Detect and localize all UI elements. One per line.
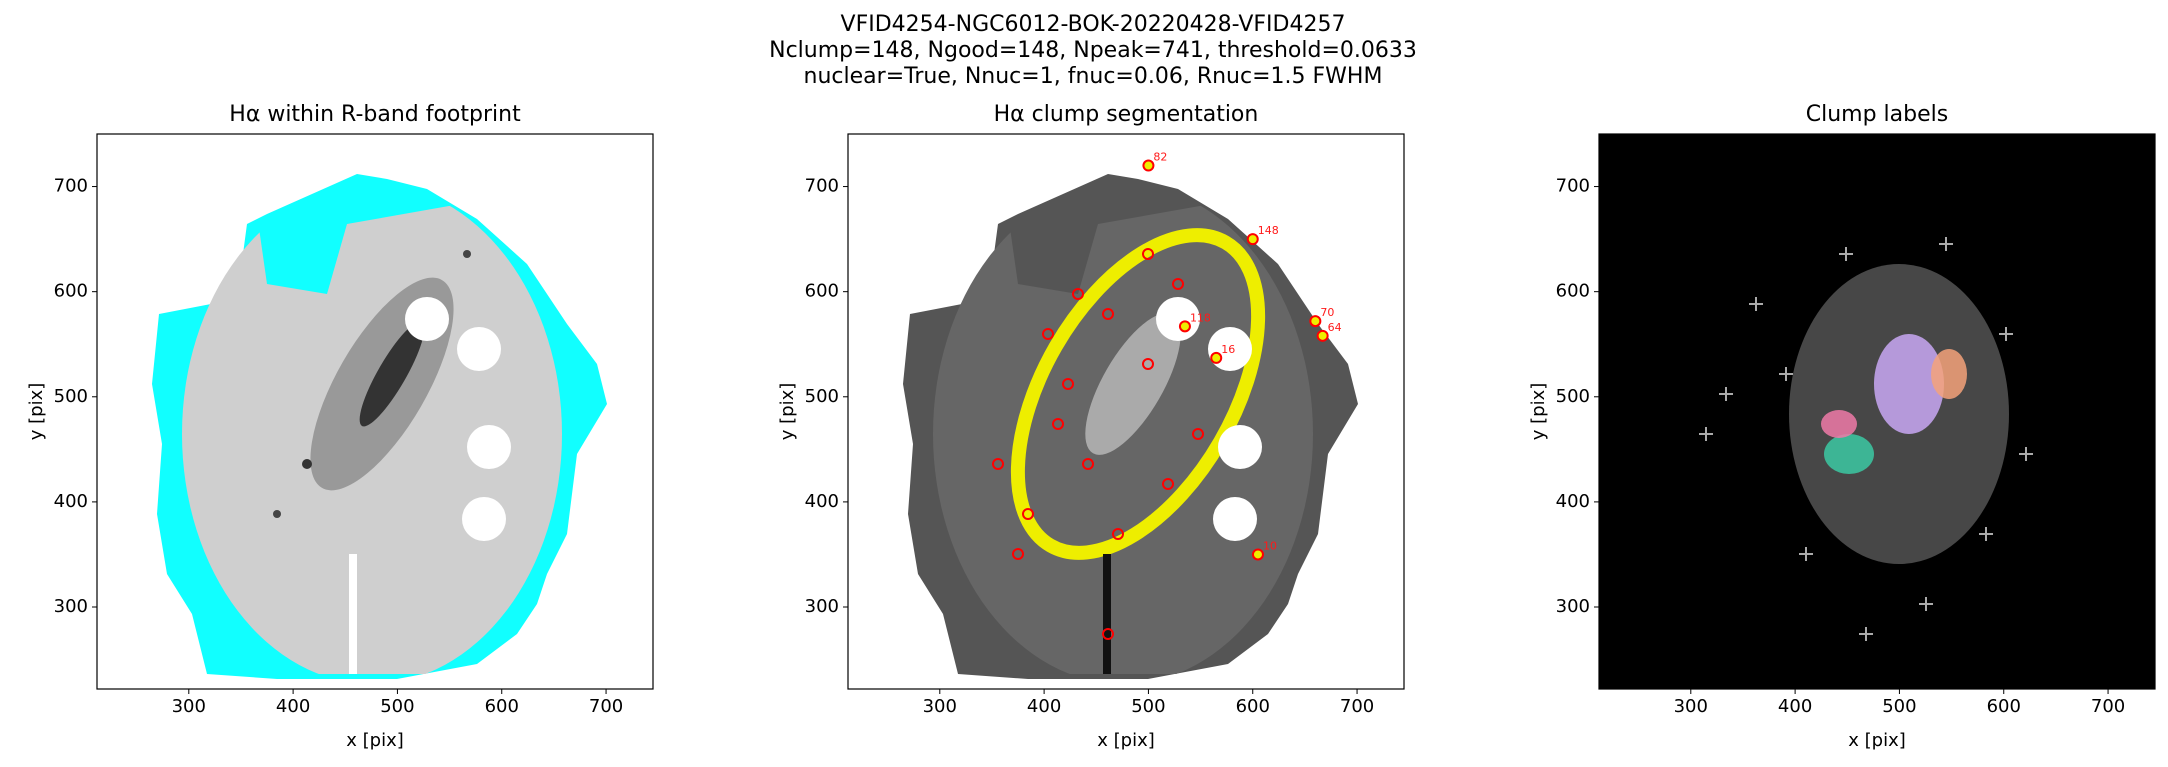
clump-marker <box>1246 233 1259 246</box>
axes-frame <box>96 133 654 690</box>
clump-marker <box>1142 159 1155 172</box>
clump-label: 70 <box>1320 306 1334 319</box>
clump-label: 64 <box>1328 321 1342 334</box>
x-tick-label: 700 <box>1340 696 1374 717</box>
axes-title: Hα clump segmentation <box>994 102 1259 127</box>
clump-marker <box>1178 320 1191 333</box>
x-axis-label: x [pix] <box>346 730 404 751</box>
axes-title: Clump labels <box>1806 102 1948 127</box>
x-tick-label: 600 <box>1236 696 1270 717</box>
y-tick-label: 400 <box>54 491 88 512</box>
y-tick-label: 600 <box>54 281 88 302</box>
x-tick-label: 500 <box>1882 696 1916 717</box>
x-tick-label: 400 <box>1027 696 1061 717</box>
image-panel <box>152 174 607 679</box>
figure-title: Nclump=148, Ngood=148, Npeak=741, thresh… <box>769 38 1417 63</box>
x-tick-label: 600 <box>1987 696 2021 717</box>
axes-title: Hα within R-band footprint <box>229 102 521 127</box>
x-tick-label: 600 <box>485 696 519 717</box>
x-tick-label: 700 <box>589 696 623 717</box>
y-tick-label: 300 <box>1556 596 1590 617</box>
clump-label: 118 <box>1190 311 1211 324</box>
y-axis-label: y [pix] <box>777 383 798 441</box>
y-tick-label: 500 <box>54 386 88 407</box>
y-tick-label: 400 <box>1556 491 1590 512</box>
figure-title: nuclear=True, Nnuc=1, fnuc=0.06, Rnuc=1.… <box>804 64 1383 89</box>
y-tick-label: 500 <box>1556 386 1590 407</box>
x-tick-label: 300 <box>923 696 957 717</box>
axes-frame <box>847 133 1405 690</box>
clump-marker <box>1210 351 1223 364</box>
x-tick-label: 500 <box>1131 696 1165 717</box>
x-axis-label: x [pix] <box>1097 730 1155 751</box>
y-tick-label: 400 <box>805 491 839 512</box>
y-tick-label: 300 <box>54 596 88 617</box>
clump-marker <box>1316 329 1329 342</box>
clump-label: 82 <box>1153 151 1167 164</box>
x-tick-label: 300 <box>1674 696 1708 717</box>
y-tick-label: 700 <box>1556 176 1590 197</box>
clump-label: 16 <box>1221 343 1235 356</box>
image-panel <box>1599 134 2155 689</box>
x-tick-label: 300 <box>172 696 206 717</box>
axes-frame <box>1598 133 2156 690</box>
clump-label: 10 <box>1263 539 1277 552</box>
image-panel <box>903 174 1358 679</box>
x-tick-label: 500 <box>380 696 414 717</box>
y-tick-label: 600 <box>805 281 839 302</box>
y-tick-label: 700 <box>805 176 839 197</box>
x-axis-label: x [pix] <box>1848 730 1906 751</box>
y-axis-label: y [pix] <box>26 383 47 441</box>
x-tick-label: 400 <box>1778 696 1812 717</box>
clump-marker <box>1309 315 1322 328</box>
clump-marker <box>1251 548 1264 561</box>
x-tick-label: 700 <box>2091 696 2125 717</box>
clump-label: 148 <box>1258 224 1279 237</box>
x-tick-label: 400 <box>276 696 310 717</box>
y-tick-label: 300 <box>805 596 839 617</box>
y-tick-label: 500 <box>805 386 839 407</box>
y-tick-label: 700 <box>54 176 88 197</box>
figure-title: VFID4254-NGC6012-BOK-20220428-VFID4257 <box>841 12 1346 37</box>
y-tick-label: 600 <box>1556 281 1590 302</box>
y-axis-label: y [pix] <box>1528 383 1549 441</box>
